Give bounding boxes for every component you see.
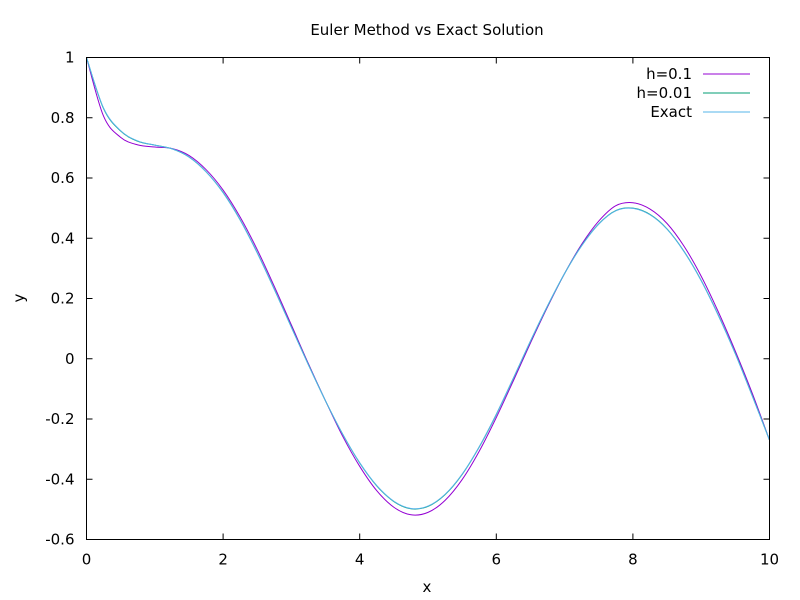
y-tick-label: 0.2 <box>51 290 75 308</box>
legend-label: h=0.1 <box>646 65 692 83</box>
series-line-3 <box>86 57 770 510</box>
y-tick-label: -0.4 <box>45 470 74 488</box>
series-layer <box>86 57 770 516</box>
x-tick-label: 2 <box>218 551 228 569</box>
ticks-layer: 0 2 4 6 8 10 -0.6 -0.4 -0.2 0 0.2 0.4 0.6 0.8 1 <box>45 49 779 569</box>
x-tick-label: 8 <box>628 551 638 569</box>
y-axis-label: y <box>10 293 28 302</box>
x-tick-label: 6 <box>492 551 502 569</box>
chart-title: Euler Method vs Exact Solution <box>310 21 543 39</box>
x-tick-label: 10 <box>760 551 779 569</box>
y-tick-label: 0 <box>65 350 75 368</box>
x-tick-label: 4 <box>355 551 365 569</box>
y-tick-label: 0.4 <box>51 229 75 247</box>
y-tick-label: 0.8 <box>51 109 75 127</box>
series-line-1 <box>86 57 770 516</box>
x-axis-label: x <box>423 578 432 596</box>
y-tick-label: 0.6 <box>51 169 75 187</box>
legend-label: Exact <box>650 103 692 121</box>
y-tick-label: 1 <box>65 49 75 67</box>
x-tick-label: 0 <box>82 551 92 569</box>
legend-label: h=0.01 <box>637 84 692 102</box>
y-tick-label: -0.6 <box>45 531 74 549</box>
y-tick-label: -0.2 <box>45 410 74 428</box>
